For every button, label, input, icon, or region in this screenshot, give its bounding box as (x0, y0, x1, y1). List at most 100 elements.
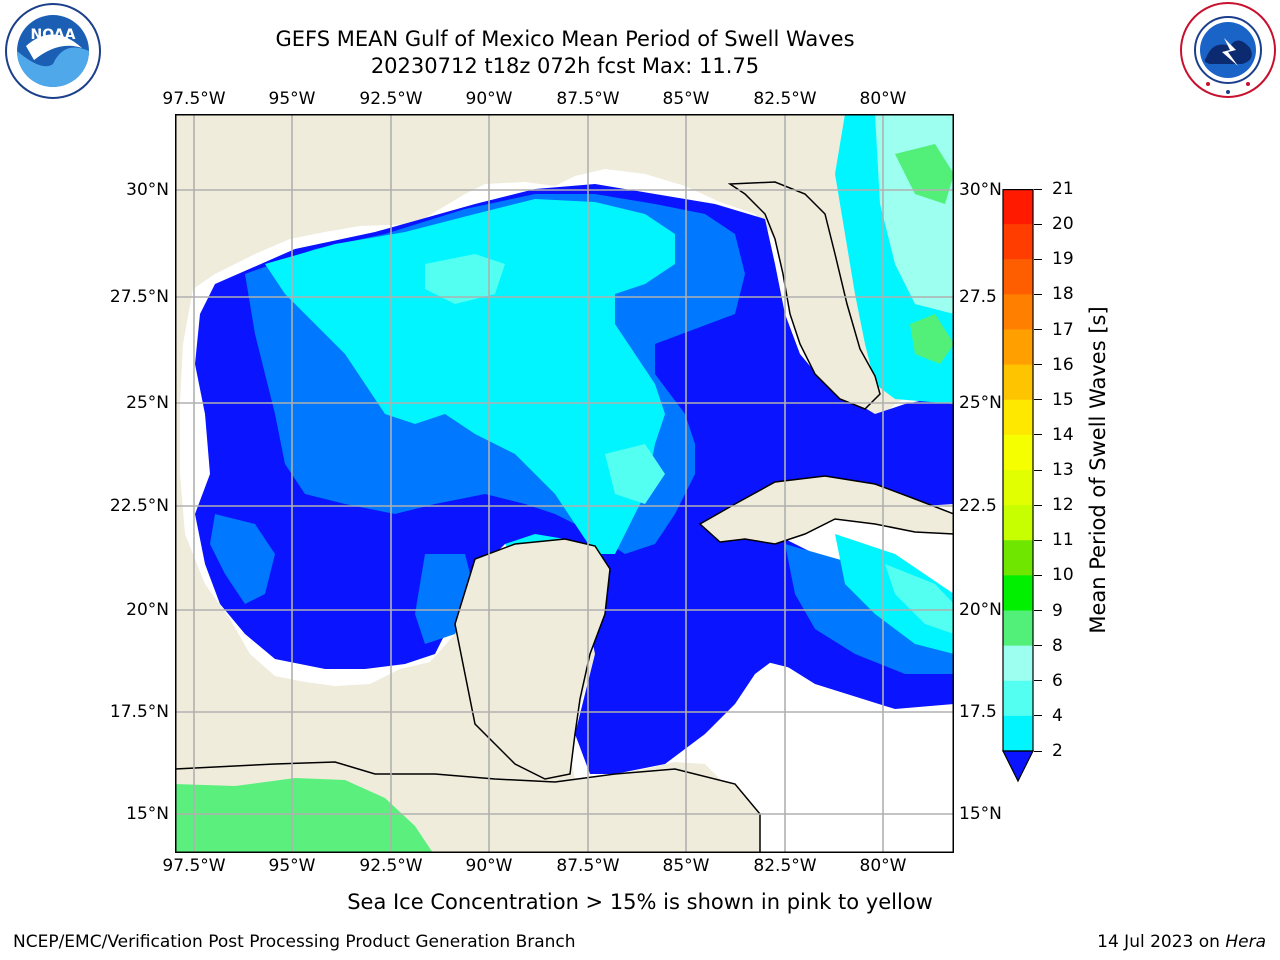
footer-date: 14 Jul 2023 on Hera (1097, 932, 1266, 952)
colorbar-segment (1003, 434, 1033, 471)
colorbar-tick-mark (1034, 645, 1042, 647)
colorbar-tick-mark (1034, 399, 1042, 401)
lon-tick-bottom: 82.5°W (753, 856, 817, 876)
colorbar-tick-label: 15 (1052, 389, 1074, 410)
colorbar-tick-label: 11 (1052, 530, 1074, 551)
colorbar-tick-mark (1034, 750, 1042, 752)
colorbar-segment (1003, 470, 1033, 506)
lon-tick-bottom: 90°W (465, 856, 513, 876)
swell-band-medium-blue-2 (210, 514, 275, 604)
noaa-logo: NOAA (4, 2, 102, 100)
colorbar-tick-mark (1034, 539, 1042, 541)
colorbar-tick-label: 6 (1052, 670, 1063, 691)
colorbar-tick-mark (1034, 469, 1042, 471)
lon-tick-top: 92.5°W (359, 89, 423, 109)
colorbar-tick-mark (1034, 434, 1042, 436)
caribbean-swell-cyan (835, 534, 954, 654)
colorbar-segment (1003, 645, 1033, 682)
lon-tick-top: 80°W (859, 89, 907, 109)
nws-logo (1178, 0, 1278, 100)
lon-tick-top: 90°W (465, 89, 513, 109)
colorbar-segment (1003, 505, 1033, 541)
sea-ice-note: Sea Ice Concentration > 15% is shown in … (347, 890, 933, 914)
colorbar-border (1002, 189, 1034, 752)
chart-title: GEFS MEAN Gulf of Mexico Mean Period of … (275, 27, 855, 51)
lat-tick-left: 20°N (126, 600, 169, 620)
map-panel (175, 114, 954, 853)
colorbar-tick-mark (1034, 188, 1042, 190)
colorbar-tick-mark (1034, 715, 1042, 717)
lon-tick-top: 87.5°W (556, 89, 620, 109)
colorbar-segment (1003, 680, 1033, 717)
colorbar-tick-mark (1034, 574, 1042, 576)
lon-tick-bottom: 87.5°W (556, 856, 620, 876)
colorbar-tick-label: 12 (1052, 495, 1074, 516)
lon-tick-bottom: 85°W (662, 856, 710, 876)
colorbar-segment (1003, 715, 1033, 752)
lon-tick-top: 82.5°W (753, 89, 817, 109)
colorbar-tick-label: 21 (1052, 179, 1074, 199)
lat-tick-right: 25°N (959, 393, 1002, 413)
lat-tick-left: 30°N (126, 180, 169, 200)
colorbar-tick-label: 20 (1052, 214, 1074, 235)
map-svg (175, 114, 954, 853)
colorbar-tick-mark (1034, 258, 1042, 260)
colorbar-tick-label: 8 (1052, 635, 1063, 656)
colorbar-tick-mark (1034, 223, 1042, 225)
lon-tick-bottom: 97.5°W (162, 856, 226, 876)
lat-tick-left: 25°N (126, 393, 169, 413)
lat-tick-right: 22.5 (959, 496, 997, 516)
graticule (175, 114, 954, 853)
pacific-overlay (175, 778, 433, 853)
colorbar-segment (1003, 329, 1033, 366)
colorbar-segment (1003, 294, 1033, 330)
colorbar-tick-label: 10 (1052, 565, 1074, 586)
lat-tick-left: 15°N (126, 804, 169, 824)
colorbar-tick-label: 2 (1052, 741, 1063, 761)
lat-tick-left: 17.5°N (109, 702, 169, 722)
footer-host: Hera (1225, 932, 1266, 952)
lat-tick-right: 17.5 (959, 702, 997, 722)
lon-tick-top: 95°W (268, 89, 316, 109)
lon-tick-bottom: 80°W (859, 856, 907, 876)
lat-tick-left: 22.5°N (109, 496, 169, 516)
noaa-logo-text: NOAA (31, 27, 76, 43)
footer-credit: NCEP/EMC/Verification Post Processing Pr… (13, 932, 576, 952)
atlantic-swell-green-2 (910, 314, 954, 364)
colorbar-segment (1003, 364, 1033, 401)
swell-band-light-cyan (425, 254, 505, 304)
colorbar-tick-label: 19 (1052, 249, 1074, 270)
colorbar-tick-label: 9 (1052, 600, 1063, 621)
map-border (175, 114, 954, 853)
lon-tick-top: 97.5°W (162, 89, 226, 109)
colorbar-extend-arrow (1002, 750, 1034, 783)
colorbar-segment (1003, 259, 1033, 295)
florida-land (727, 181, 881, 410)
swell-band-cyan (265, 199, 675, 554)
lat-tick-right: 27.5 (959, 287, 997, 307)
colorbar-tick-label: 13 (1052, 460, 1074, 480)
colorbar-tick-label: 4 (1052, 705, 1063, 726)
colorbar-segment (1003, 610, 1033, 647)
lon-tick-bottom: 95°W (268, 856, 316, 876)
yucatan-land (454, 538, 611, 780)
colorbar-tick-mark (1034, 610, 1042, 611)
colorbar-segment (1003, 575, 1033, 611)
colorbar (1002, 189, 1036, 783)
lat-tick-left: 27.5°N (109, 287, 169, 307)
colorbar-segment (1003, 540, 1033, 576)
colorbar-segment (1003, 399, 1033, 436)
colorbar-svg (1002, 189, 1034, 783)
lat-tick-right: 30°N (959, 180, 1002, 200)
colorbar-tick-mark (1034, 680, 1042, 682)
caribbean-swell-light-cyan (885, 564, 954, 634)
colorbar-tick-label: 18 (1052, 284, 1074, 305)
colorbar-tick-label: 17 (1052, 319, 1074, 340)
cuba-land (698, 475, 954, 545)
colorbar-tick-mark (1034, 329, 1042, 330)
colorbar-tick-label: 14 (1052, 424, 1074, 445)
swell-band-light-cyan-2 (605, 444, 665, 504)
colorbar-segment (1003, 224, 1033, 260)
lat-tick-right: 20°N (959, 600, 1002, 620)
colorbar-tick-mark (1034, 504, 1042, 506)
